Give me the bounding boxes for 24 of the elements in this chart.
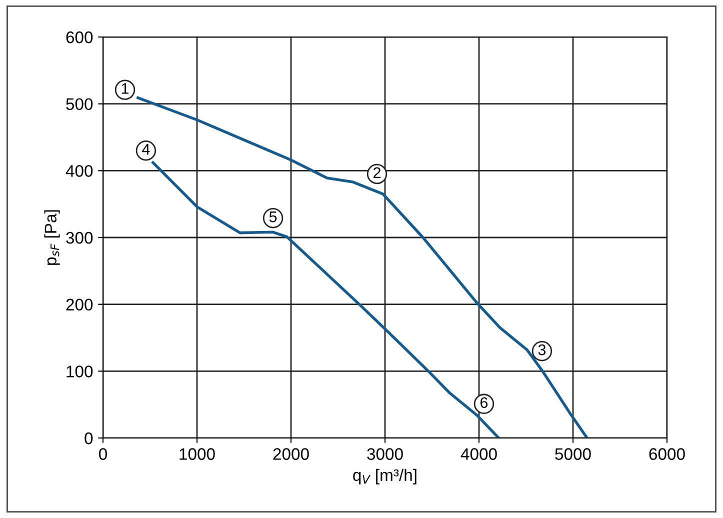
y-axis-title: p$_{sF}$ [Pa] [44, 210, 60, 265]
annotation: 4 [142, 144, 150, 155]
x-tick-label: 6000 [649, 448, 685, 460]
y-tick-label: 100 [66, 366, 93, 378]
x-tick-label: 0 [99, 448, 107, 460]
line-series [136, 96, 588, 438]
annotation: 1 [122, 83, 128, 94]
annotation: 2 [374, 167, 380, 178]
y-tick-label: 300 [66, 232, 93, 244]
x-tick-label: 5000 [555, 448, 591, 460]
x-tick-label: 1000 [180, 448, 215, 460]
x-tick-label: 2000 [273, 448, 309, 460]
line-series [152, 161, 500, 438]
x-tick-label: 3000 [367, 448, 403, 460]
y-tick-label: 500 [66, 98, 93, 110]
x-tick-label: 4000 [460, 448, 497, 460]
y-tick-label: 400 [66, 165, 93, 177]
annotation: 3 [538, 344, 546, 356]
y-tick-label: 0 [84, 432, 93, 444]
y-tick-label: 600 [66, 31, 93, 44]
annotation: 5 [269, 212, 277, 222]
y-tick-label: 200 [66, 298, 93, 311]
x-axis-title: q$_{V}$ [m³/h] [353, 468, 416, 484]
annotation: 6 [480, 397, 488, 408]
